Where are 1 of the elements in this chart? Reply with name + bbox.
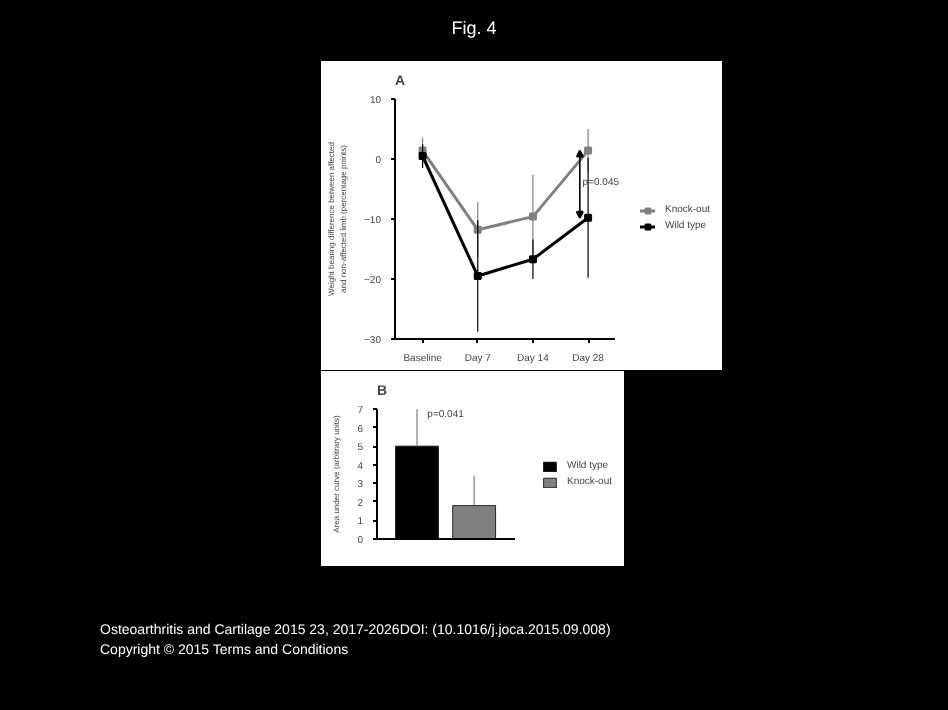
caption: Fig. 4 <box>451 16 497 42</box>
